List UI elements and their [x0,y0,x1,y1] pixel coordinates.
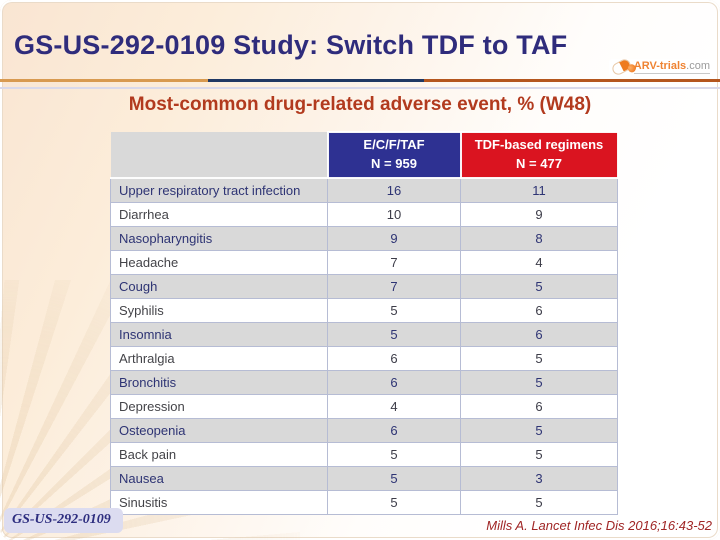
header-tdf-cell: TDF-based regimens N = 477 [459,131,619,179]
table-row: Osteopenia 6 5 [110,418,618,443]
table-body: Upper respiratory tract infection 16 11 … [110,177,618,515]
adverse-event-label: Back pain [110,442,328,467]
adverse-event-label: Nausea [110,466,328,491]
tdf-value: 4 [460,250,618,275]
adverse-events-table: E/C/F/TAF N = 959 TDF-based regimens N =… [110,131,619,515]
table-row: Nasopharyngitis 9 8 [110,226,618,251]
adverse-event-label: Syphilis [110,298,328,323]
logo-name: ARV-trials [633,60,687,72]
table-row: Diarrhea 10 9 [110,202,618,227]
adverse-event-label: Arthralgia [110,346,328,371]
ecftaf-value: 4 [327,394,461,419]
adverse-event-label: Upper respiratory tract infection [110,177,328,203]
citation-text: Mills A. Lancet Infec Dis 2016;16:43-52 [486,518,712,533]
adverse-event-label: Headache [110,250,328,275]
tdf-value: 6 [460,394,618,419]
tdf-value: 3 [460,466,618,491]
tdf-value: 6 [460,298,618,323]
header-empty-cell [110,132,329,179]
header-tdf-n: N = 477 [516,156,562,171]
tdf-value: 9 [460,202,618,227]
table-row: Syphilis 5 6 [110,298,618,323]
table-row: Depression 4 6 [110,394,618,419]
table-row: Headache 7 4 [110,250,618,275]
ecftaf-value: 6 [327,370,461,395]
adverse-event-label: Osteopenia [110,418,328,443]
ecftaf-value: 10 [327,202,461,227]
ecftaf-value: 5 [327,466,461,491]
divider-segment-rust [424,79,720,82]
divider-segment-navy [208,79,424,82]
adverse-event-label: Depression [110,394,328,419]
table-row: Sinusitis 5 5 [110,490,618,515]
tdf-value: 8 [460,226,618,251]
adverse-event-label: Diarrhea [110,202,328,227]
table-row: Arthralgia 6 5 [110,346,618,371]
divider-thin-line [0,87,720,89]
ecftaf-value: 5 [327,322,461,347]
divider-segment-orange [0,79,208,82]
adverse-event-label: Bronchitis [110,370,328,395]
slide-subtitle: Most-common drug-related adverse event, … [128,94,592,115]
header-ecftaf-n: N = 959 [371,156,417,171]
ecftaf-value: 6 [327,418,461,443]
ecftaf-value: 7 [327,274,461,299]
table-header: E/C/F/TAF N = 959 TDF-based regimens N =… [110,131,619,179]
tdf-value: 11 [460,177,618,203]
table-row: Nausea 5 3 [110,466,618,491]
adverse-event-label: Sinusitis [110,490,328,515]
tdf-value: 5 [460,418,618,443]
tdf-value: 5 [460,274,618,299]
table-row: Back pain 5 5 [110,442,618,467]
tdf-value: 5 [460,346,618,371]
table-row: Upper respiratory tract infection 16 11 [110,177,618,203]
ecftaf-value: 5 [327,442,461,467]
logo-suffix: .com [686,60,710,72]
adverse-event-label: Nasopharyngitis [110,226,328,251]
logo-text: ARV-trials.com [633,60,710,74]
ecftaf-value: 7 [327,250,461,275]
study-id-badge: GS-US-292-0109 [4,508,123,533]
ecftaf-value: 5 [327,298,461,323]
arv-trials-logo: ARV-trials.com [608,57,714,77]
ecftaf-value: 9 [327,226,461,251]
table-row: Cough 7 5 [110,274,618,299]
table-row: Insomnia 5 6 [110,322,618,347]
tdf-value: 5 [460,370,618,395]
slide-title: GS-US-292-0109 Study: Switch TDF to TAF [14,30,568,60]
table-row: Bronchitis 6 5 [110,370,618,395]
ecftaf-value: 6 [327,346,461,371]
adverse-event-label: Cough [110,274,328,299]
ecftaf-value: 16 [327,177,461,203]
tdf-value: 6 [460,322,618,347]
ecftaf-value: 5 [327,490,461,515]
pill-icon [610,57,638,77]
tdf-value: 5 [460,490,618,515]
header-ecftaf-title: E/C/F/TAF [363,137,425,153]
tdf-value: 5 [460,442,618,467]
header-ecftaf-cell: E/C/F/TAF N = 959 [326,131,462,179]
header-tdf-title: TDF-based regimens [474,137,604,153]
adverse-event-label: Insomnia [110,322,328,347]
